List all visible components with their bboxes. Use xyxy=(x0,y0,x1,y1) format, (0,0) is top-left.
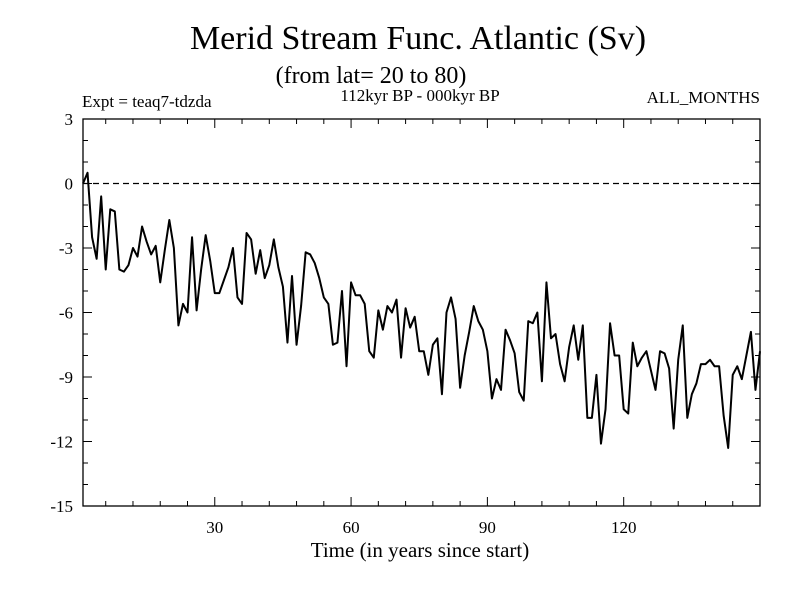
chart-title: Merid Stream Func. Atlantic (Sv) xyxy=(190,20,646,57)
y-tick-label: 3 xyxy=(65,110,74,129)
y-tick-label: -9 xyxy=(59,368,73,387)
x-tick-label: 60 xyxy=(343,518,360,537)
x-tick-label: 90 xyxy=(479,518,496,537)
x-axis-label: Time (in years since start) xyxy=(311,538,530,562)
y-tick-label: -6 xyxy=(59,304,73,323)
x-tick-label: 120 xyxy=(611,518,637,537)
months-label: ALL_MONTHS xyxy=(647,88,760,107)
y-tick-label: -15 xyxy=(50,497,73,516)
y-tick-label: -3 xyxy=(59,239,73,258)
y-tick-label: 0 xyxy=(65,175,74,194)
chart-subtitle: (from lat= 20 to 80) xyxy=(276,63,467,89)
series-line xyxy=(82,171,761,449)
plot-frame xyxy=(82,118,761,507)
experiment-label: Expt = teaq7-tdzda xyxy=(82,92,212,111)
period-label: 112kyr BP - 000kyr BP xyxy=(340,86,499,105)
y-tick-label: -12 xyxy=(50,433,73,452)
x-tick-label: 30 xyxy=(206,518,223,537)
